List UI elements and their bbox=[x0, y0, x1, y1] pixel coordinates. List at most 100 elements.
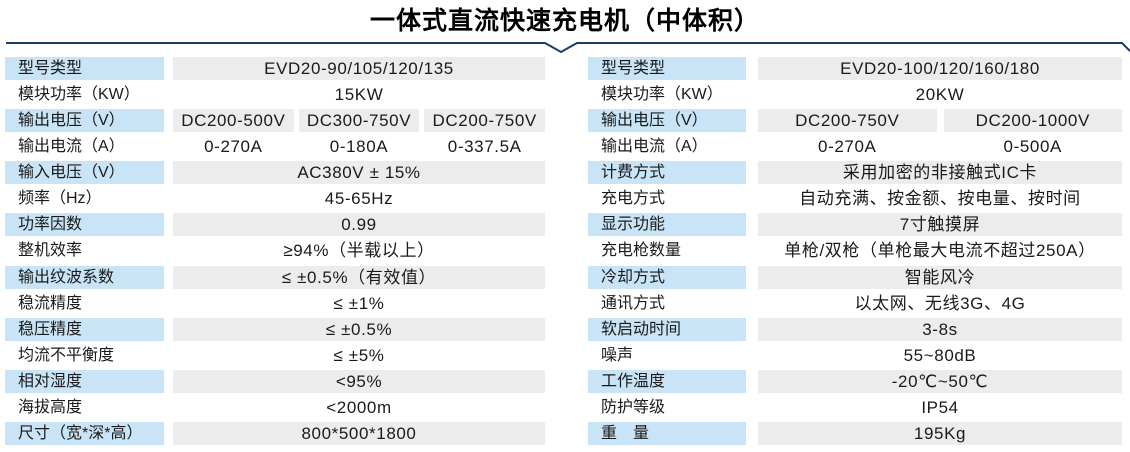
spec-label: 型号类型 bbox=[588, 56, 746, 80]
spec-row: 输出电流（A） 0-270A 0-500A bbox=[588, 133, 1122, 159]
spec-value: EVD20-90/105/120/135 bbox=[173, 56, 545, 80]
spec-values: 以太网、无线3G、4G bbox=[758, 291, 1122, 315]
spec-row: 防护等级 IP54 bbox=[588, 395, 1122, 421]
spec-label: 模块功率（KW） bbox=[588, 82, 746, 106]
spec-row: 噪声 55~80dB bbox=[588, 342, 1122, 368]
spec-value: AC380V ± 15% bbox=[173, 161, 545, 185]
spec-row: 尺寸（宽*深*高） 800*500*1800 bbox=[5, 421, 545, 447]
spec-label: 充电枪数量 bbox=[588, 239, 746, 263]
spec-row: 模块功率（KW） 15KW bbox=[5, 81, 545, 107]
spec-label: 型号类型 bbox=[5, 56, 164, 80]
spec-label: 稳流精度 bbox=[5, 291, 164, 315]
spec-value: DC300-750V bbox=[298, 108, 420, 132]
spec-value: -20℃~50℃ bbox=[758, 370, 1122, 394]
spec-value: 195Kg bbox=[758, 422, 1122, 446]
spec-row: 整机效率 ≥94%（半载以上） bbox=[5, 238, 545, 264]
spec-value: 采用加密的非接触式IC卡 bbox=[758, 161, 1122, 185]
spec-row: 模块功率（KW） 20KW bbox=[588, 81, 1122, 107]
spec-values: 20KW bbox=[758, 82, 1122, 106]
spec-values: DC200-750V DC200-1000V bbox=[758, 108, 1122, 132]
spec-row: 输出电压（V） DC200-500V DC300-750V DC200-750V bbox=[5, 107, 546, 133]
spec-row: 输出纹波系数 ≤ ±0.5%（有效值） bbox=[5, 264, 545, 290]
spec-value: 7寸触摸屏 bbox=[758, 213, 1122, 237]
spec-values: ≤ ±1% bbox=[173, 291, 545, 315]
spec-value: IP54 bbox=[758, 396, 1122, 420]
spec-label: 噪声 bbox=[588, 343, 746, 367]
spec-values: 15KW bbox=[173, 82, 545, 106]
right-spec-table: 型号类型 EVD20-100/120/160/180 模块功率（KW） 20KW 输出电… bbox=[588, 55, 1122, 447]
spec-label: 防护等级 bbox=[588, 396, 746, 420]
spec-values: ≤ ±5% bbox=[173, 343, 545, 367]
spec-row: 稳压精度 ≤ ±0.5% bbox=[5, 316, 545, 342]
spec-label: 频率（Hz） bbox=[5, 187, 164, 211]
spec-value: 0-500A bbox=[943, 134, 1122, 158]
spec-values: 0.99 bbox=[173, 213, 545, 237]
spec-value: EVD20-100/120/160/180 bbox=[758, 56, 1122, 80]
spec-row: 工作温度 -20℃~50℃ bbox=[588, 369, 1122, 395]
left-spec-table: 型号类型 EVD20-90/105/120/135 模块功率（KW） 15KW 输出电压… bbox=[5, 55, 546, 447]
spec-label: 模块功率（KW） bbox=[5, 82, 164, 106]
spec-row: 功率因数 0.99 bbox=[5, 212, 545, 238]
spec-values: ≤ ±0.5% bbox=[173, 317, 545, 341]
spec-value: 45-65Hz bbox=[173, 187, 545, 211]
spec-label: 输出电流（A） bbox=[5, 134, 164, 158]
spec-value: <95% bbox=[173, 370, 545, 394]
spec-label: 重 量 bbox=[588, 422, 746, 446]
spec-label: 计费方式 bbox=[588, 161, 746, 185]
spec-values: DC200-500V DC300-750V DC200-750V bbox=[173, 108, 546, 132]
spec-row: 显示功能 7寸触摸屏 bbox=[588, 212, 1122, 238]
spec-value: <2000m bbox=[173, 396, 545, 420]
spec-row: 型号类型 EVD20-90/105/120/135 bbox=[5, 55, 545, 81]
spec-label: 通讯方式 bbox=[588, 291, 746, 315]
spec-label: 工作温度 bbox=[588, 370, 746, 394]
header-rule bbox=[6, 42, 1130, 54]
spec-value: 以太网、无线3G、4G bbox=[758, 291, 1122, 315]
spec-row: 通讯方式 以太网、无线3G、4G bbox=[588, 290, 1122, 316]
spec-value: 0-270A bbox=[173, 134, 294, 158]
spec-values: 3-8s bbox=[758, 317, 1122, 341]
spec-row: 海拔高度 <2000m bbox=[5, 395, 545, 421]
spec-value: 自动充满、按金额、按电量、按时间 bbox=[758, 187, 1122, 211]
spec-value: ≥94%（半载以上） bbox=[173, 239, 545, 263]
spec-row: 稳流精度 ≤ ±1% bbox=[5, 290, 545, 316]
spec-value: 单枪/双枪（单枪最大电流不超过250A） bbox=[758, 239, 1122, 263]
spec-values: 智能风冷 bbox=[758, 265, 1122, 289]
spec-label: 相对湿度 bbox=[5, 370, 164, 394]
spec-values: EVD20-90/105/120/135 bbox=[173, 56, 545, 80]
spec-label: 输出电压（V） bbox=[5, 108, 164, 132]
spec-values: 195Kg bbox=[758, 422, 1122, 446]
spec-label: 显示功能 bbox=[588, 213, 746, 237]
spec-value: 800*500*1800 bbox=[173, 422, 545, 446]
spec-row: 冷却方式 智能风冷 bbox=[588, 264, 1122, 290]
spec-row: 重 量 195Kg bbox=[588, 421, 1122, 447]
spec-value: DC200-1000V bbox=[943, 108, 1122, 132]
spec-label: 输出纹波系数 bbox=[5, 265, 164, 289]
spec-label: 输出电流（A） bbox=[588, 134, 746, 158]
spec-row: 均流不平衡度 ≤ ±5% bbox=[5, 342, 545, 368]
spec-values: 55~80dB bbox=[758, 343, 1122, 367]
spec-row: 输出电流（A） 0-270A 0-180A 0-337.5A bbox=[5, 133, 546, 159]
spec-value: ≤ ±0.5%（有效值） bbox=[173, 265, 545, 289]
spec-row: 频率（Hz） 45-65Hz bbox=[5, 186, 545, 212]
spec-values: <2000m bbox=[173, 396, 545, 420]
spec-label: 均流不平衡度 bbox=[5, 343, 164, 367]
spec-row: 计费方式 采用加密的非接触式IC卡 bbox=[588, 160, 1122, 186]
spec-values: ≥94%（半载以上） bbox=[173, 239, 545, 263]
spec-label: 尺寸（宽*深*高） bbox=[5, 422, 164, 446]
spec-value: 智能风冷 bbox=[758, 265, 1122, 289]
spec-label: 稳压精度 bbox=[5, 317, 164, 341]
spec-label: 充电方式 bbox=[588, 187, 746, 211]
spec-label: 整机效率 bbox=[5, 239, 164, 263]
spec-values: 自动充满、按金额、按电量、按时间 bbox=[758, 187, 1122, 211]
spec-values: EVD20-100/120/160/180 bbox=[758, 56, 1122, 80]
spec-value: ≤ ±5% bbox=[173, 343, 545, 367]
spec-value: 20KW bbox=[758, 82, 1122, 106]
spec-row: 充电方式 自动充满、按金额、按电量、按时间 bbox=[588, 186, 1122, 212]
spec-label: 输出电压（V） bbox=[588, 108, 746, 132]
spec-value: 15KW bbox=[173, 82, 545, 106]
spec-row: 输入电压（V） AC380V ± 15% bbox=[5, 160, 545, 186]
spec-values: IP54 bbox=[758, 396, 1122, 420]
page-title: 一体式直流快速充电机（中体积） bbox=[369, 7, 760, 35]
spec-value: 0.99 bbox=[173, 213, 545, 237]
spec-values: -20℃~50℃ bbox=[758, 370, 1122, 394]
